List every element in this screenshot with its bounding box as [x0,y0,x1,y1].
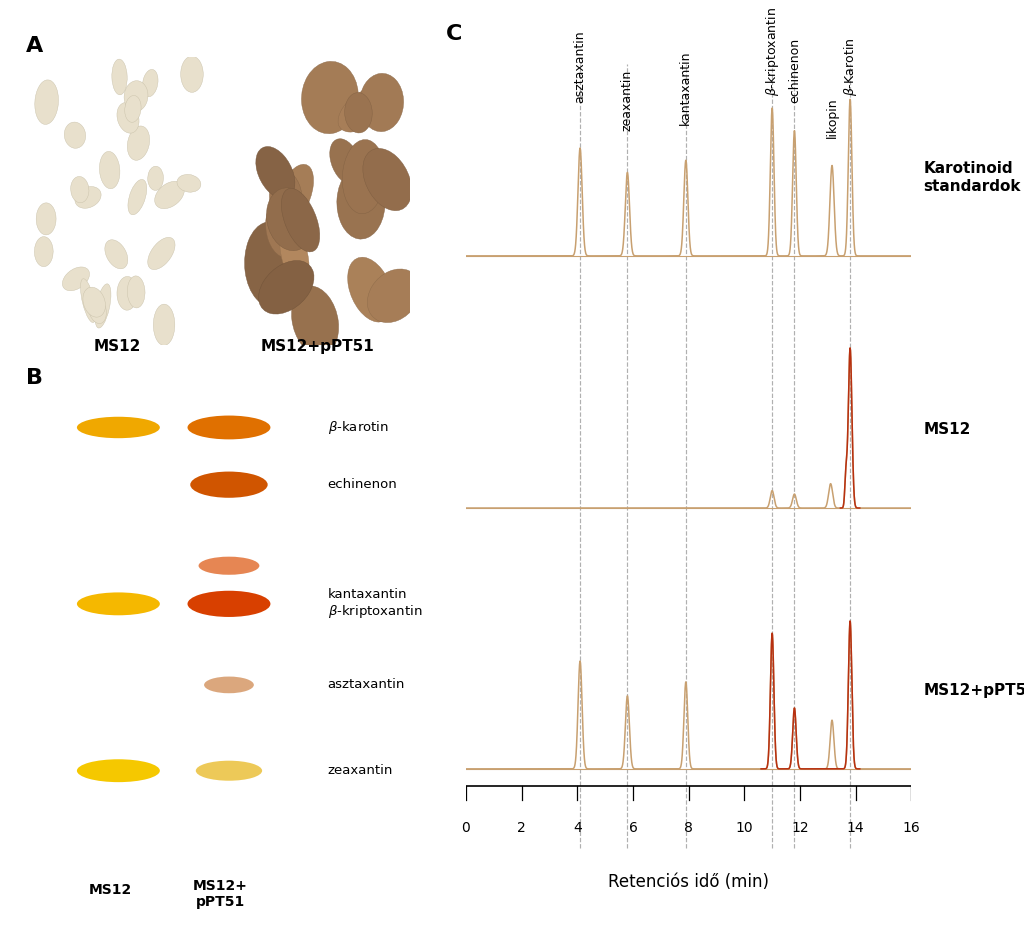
Text: 16: 16 [902,821,921,835]
Ellipse shape [104,240,128,269]
Text: 2: 2 [517,821,526,835]
Ellipse shape [142,70,158,97]
Text: Retenciós idő (min): Retenciós idő (min) [608,873,769,891]
Ellipse shape [147,237,175,270]
Text: asztaxantin: asztaxantin [573,30,587,103]
Ellipse shape [147,166,164,191]
Ellipse shape [204,677,254,693]
Ellipse shape [266,188,313,251]
Ellipse shape [196,761,262,781]
Ellipse shape [95,284,111,329]
Ellipse shape [269,171,302,225]
Text: 8: 8 [684,821,693,835]
Text: Karotinoid
standardok: Karotinoid standardok [924,161,1021,194]
Ellipse shape [117,277,137,311]
Text: 12: 12 [792,821,809,835]
Ellipse shape [65,122,86,148]
Ellipse shape [292,286,339,355]
Ellipse shape [259,261,314,314]
Text: B: B [26,368,43,388]
Ellipse shape [362,148,412,211]
Ellipse shape [256,146,295,199]
Ellipse shape [337,166,385,239]
Text: MS12: MS12 [88,883,132,897]
Ellipse shape [155,181,184,209]
Ellipse shape [180,56,203,93]
Ellipse shape [77,759,160,783]
Ellipse shape [342,140,385,213]
Text: C: C [445,24,462,43]
Text: kantaxantin
$\beta$-kriptoxantin: kantaxantin $\beta$-kriptoxantin [328,588,422,620]
Ellipse shape [117,103,139,133]
Text: MS12+pPT51: MS12+pPT51 [924,683,1024,699]
Ellipse shape [187,415,270,439]
Text: asztaxantin: asztaxantin [328,679,406,691]
Ellipse shape [280,222,309,287]
Ellipse shape [359,74,403,131]
Ellipse shape [282,189,319,252]
Ellipse shape [124,81,147,111]
Ellipse shape [177,175,201,193]
Ellipse shape [245,222,296,307]
Ellipse shape [330,139,361,184]
Ellipse shape [75,187,101,209]
Ellipse shape [301,61,358,134]
Text: likopin: likopin [825,97,839,138]
Ellipse shape [199,557,259,575]
Ellipse shape [154,304,175,346]
Text: 6: 6 [629,821,637,835]
Ellipse shape [71,177,89,203]
Ellipse shape [274,164,313,228]
Ellipse shape [127,126,150,160]
Ellipse shape [338,88,388,132]
Text: $\beta$-Karotin: $\beta$-Karotin [842,38,858,96]
Ellipse shape [187,591,270,617]
Ellipse shape [77,593,160,615]
Text: 0: 0 [462,821,470,835]
Ellipse shape [62,267,89,291]
Ellipse shape [36,203,56,235]
Text: kantaxantin: kantaxantin [679,51,692,126]
Ellipse shape [112,59,127,94]
Ellipse shape [345,93,373,133]
Ellipse shape [368,269,420,323]
Ellipse shape [348,257,393,322]
Ellipse shape [99,151,120,189]
Text: MS12: MS12 [924,422,971,437]
Ellipse shape [265,198,302,258]
Text: 4: 4 [572,821,582,835]
Text: echinenon: echinenon [787,38,801,103]
Text: 14: 14 [847,821,864,835]
Text: zeaxantin: zeaxantin [328,765,393,777]
Text: echinenon: echinenon [328,479,397,491]
Ellipse shape [35,237,53,266]
Ellipse shape [35,80,58,125]
Text: A: A [26,36,43,56]
Text: zeaxantin: zeaxantin [621,70,634,130]
Ellipse shape [128,179,146,215]
Text: MS12+pPT51: MS12+pPT51 [260,339,375,354]
Ellipse shape [88,295,106,324]
Text: MS12+
pPT51: MS12+ pPT51 [194,879,248,909]
Ellipse shape [127,276,145,308]
Ellipse shape [81,278,96,323]
Ellipse shape [77,416,160,438]
Text: $\beta$-kriptoxantin: $\beta$-kriptoxantin [764,7,780,96]
Ellipse shape [125,95,141,123]
Text: 10: 10 [735,821,753,835]
Ellipse shape [190,472,267,497]
Text: $\beta$-karotin: $\beta$-karotin [328,419,388,436]
Text: MS12: MS12 [94,339,141,354]
Ellipse shape [83,287,105,317]
